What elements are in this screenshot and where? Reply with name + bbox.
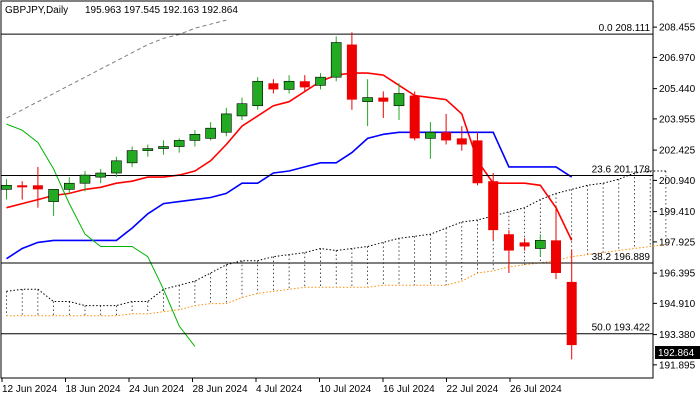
price-tick-label: 208.455 [659,23,696,34]
current-price-label: 192.864 [658,348,695,359]
fib-level-label: 23.6 201.178 [592,165,651,176]
candle-body [205,127,216,139]
time-tick-label: 12 Jun 2024 [2,384,57,395]
time-tick-label: 18 Jun 2024 [66,384,121,395]
price-tick-label: 205.440 [659,84,696,95]
time-tick-label: 28 Jun 2024 [193,384,248,395]
time-tick-label: 16 Jul 2024 [383,384,435,395]
price-tick-label: 200.940 [659,176,696,187]
time-tick-label: 22 Jul 2024 [447,384,499,395]
fib-level-label: 38.2 196.889 [592,252,651,263]
candle-body [48,189,59,202]
candle-body [393,93,405,107]
candle-body [472,140,483,184]
candle-body [1,184,12,190]
price-tick-label: 203.955 [659,114,696,125]
candle-body [221,113,232,133]
candle-body [283,80,295,90]
candle-body [315,76,326,86]
indicator-line-4 [6,19,227,119]
candle-body [236,103,248,117]
time-tick-label: 4 Jul 2024 [256,384,303,395]
candle-body [95,172,106,178]
fibonacci-levels: 0.0 208.111 23.6 201.178 38.2 196.889 50.0 … [1,23,653,335]
candle-body [534,240,546,249]
candle-body [64,182,75,190]
candle-body [409,95,420,139]
ohlc-readout: 195.963 197.545 192.163 192.864 [85,5,238,16]
indicator-line-6 [6,243,666,317]
candle-body [519,242,530,247]
candle-body [456,138,467,145]
price-tick-label: 197.925 [659,237,696,248]
time-tick-label: 26 Jul 2024 [510,384,562,395]
candle-body [17,185,28,188]
candle-body [79,174,91,184]
indicator-line-3 [6,123,196,347]
candle-body [566,281,577,346]
plot-frame [0,0,654,379]
price-axis: 208.455 206.970 205.440 203.955 202.425 200.9… [653,23,696,371]
candle-body [503,234,514,251]
price-tick-label: 193.380 [659,330,696,341]
time-tick-label: 10 Jul 2024 [320,384,372,395]
price-tick-label: 191.895 [659,360,696,371]
candle-body [299,81,310,88]
candlesticks [1,32,577,360]
candle-body [378,97,389,102]
symbol-label: GBPJPY,Daily [5,5,68,16]
time-tick-label: 24 Jun 2024 [129,384,184,395]
candle-body [252,80,263,107]
price-tick-label: 202.425 [659,146,696,157]
candle-body [441,132,452,141]
candle-body [32,185,43,190]
candle-body [268,83,279,90]
price-tick-label: 196.395 [659,269,696,280]
candle-body [189,133,201,141]
candle-body [362,97,373,102]
candle-body [111,160,122,174]
price-tick-label: 194.910 [659,299,696,310]
price-tick-label: 206.970 [659,53,696,64]
candle-body [142,148,154,151]
indicator-line-5 [6,170,666,307]
candle-body [173,140,185,147]
candle-body [488,181,499,231]
fib-level-label: 0.0 208.111 [599,23,651,34]
candle-body [425,131,436,139]
price-tick-label: 199.410 [659,207,696,218]
candle-body [551,240,561,273]
candle-body [126,150,138,164]
fib-level-label: 50.0 193.422 [592,323,651,334]
current-price-tag [655,346,700,359]
candle-body [330,42,342,78]
time-axis: 12 Jun 2024 18 Jun 2024 24 Jun 2024 28 Jun … [1,378,562,395]
candle-body [158,146,169,149]
candle-body [346,44,357,100]
